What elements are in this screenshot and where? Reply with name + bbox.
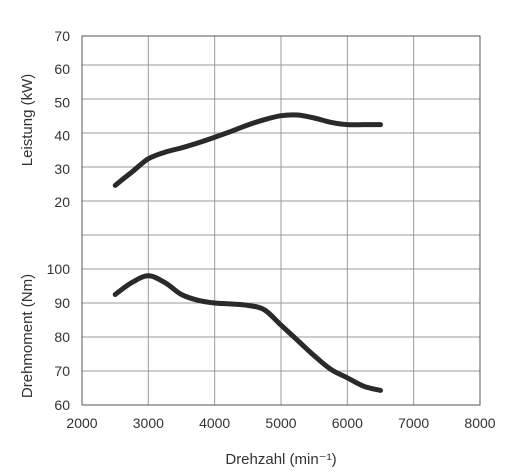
x-tick-label: 3000 bbox=[133, 415, 164, 431]
x-axis-label: Drehzahl (min⁻¹) bbox=[225, 451, 336, 468]
x-tick-label: 8000 bbox=[464, 415, 495, 431]
y-tick-label-power: 70 bbox=[54, 28, 70, 44]
series-layer bbox=[112, 112, 383, 393]
y-tick-label-power: 50 bbox=[54, 94, 70, 110]
x-tick-label: 6000 bbox=[332, 415, 363, 431]
y-tick-label-power: 60 bbox=[54, 61, 70, 77]
y-tick-label-torque: 70 bbox=[54, 363, 70, 379]
y-tick-label-power: 30 bbox=[54, 161, 70, 177]
y-tick-label-torque: 100 bbox=[47, 261, 71, 277]
y-axis-label-torque: Drehmoment (Nm) bbox=[19, 274, 36, 398]
x-tick-label: 4000 bbox=[199, 415, 230, 431]
torque-curve bbox=[112, 273, 383, 393]
plot-frame bbox=[81, 35, 481, 406]
power-curve bbox=[112, 112, 383, 188]
x-tick-label: 5000 bbox=[265, 415, 296, 431]
x-tick-label: 2000 bbox=[66, 415, 97, 431]
y-tick-label-power: 40 bbox=[54, 128, 70, 144]
y-tick-label-power: 20 bbox=[54, 194, 70, 210]
tick-labels: 2000 3000 4000 5000 6000 7000 8000 20 30 40 50 60 70… bbox=[47, 28, 496, 431]
y-tick-label-torque: 60 bbox=[54, 397, 70, 413]
y-tick-label-torque: 90 bbox=[54, 295, 70, 311]
y-tick-label-torque: 80 bbox=[54, 329, 70, 345]
x-tick-label: 7000 bbox=[398, 415, 429, 431]
grid bbox=[81, 36, 481, 406]
y-axis-label-power: Leistung (kW) bbox=[19, 74, 36, 167]
